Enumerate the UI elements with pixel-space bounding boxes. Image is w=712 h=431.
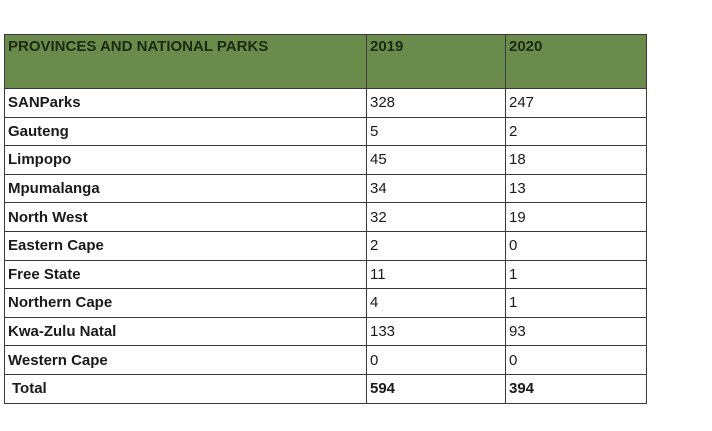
row-label: North West — [4, 202, 367, 232]
value-2020: 1 — [505, 259, 647, 290]
value-2019: 5 — [366, 116, 506, 147]
row-label: Kwa-Zulu Natal — [4, 316, 367, 347]
table-row: Kwa-Zulu Natal 133 93 — [4, 316, 647, 347]
header-2020: 2020 — [505, 34, 647, 89]
total-row: Total 594 394 — [4, 373, 647, 404]
value-2019: 2 — [366, 230, 506, 261]
value-2020: 0 — [505, 345, 647, 375]
rhino-poaching-table: PROVINCES AND NATIONAL PARKS 2019 2020 S… — [4, 34, 647, 404]
value-2019: 11 — [366, 259, 506, 290]
table-row: North West 32 19 — [4, 202, 647, 232]
value-2020: 0 — [505, 230, 647, 261]
row-label: Eastern Cape — [4, 230, 367, 261]
total-2020: 394 — [505, 373, 647, 404]
table-row: Mpumalanga 34 13 — [4, 173, 647, 204]
value-2020: 93 — [505, 316, 647, 347]
header-provinces: PROVINCES AND NATIONAL PARKS — [4, 34, 367, 89]
table-row: Northern Cape 4 1 — [4, 288, 647, 318]
table-row: Limpopo 45 18 — [4, 145, 647, 175]
row-label: Western Cape — [4, 345, 367, 375]
table-row: SANParks 328 247 — [4, 88, 647, 118]
value-2020: 247 — [505, 88, 647, 118]
value-2020: 2 — [505, 116, 647, 147]
total-label: Total — [4, 373, 367, 404]
value-2019: 0 — [366, 345, 506, 375]
table-row: Gauteng 5 2 — [4, 116, 647, 147]
value-2019: 34 — [366, 173, 506, 204]
value-2019: 4 — [366, 288, 506, 318]
header-row: PROVINCES AND NATIONAL PARKS 2019 2020 — [4, 34, 647, 89]
value-2019: 32 — [366, 202, 506, 232]
header-2019: 2019 — [366, 34, 506, 89]
value-2020: 19 — [505, 202, 647, 232]
table-row: Free State 11 1 — [4, 259, 647, 290]
value-2019: 328 — [366, 88, 506, 118]
row-label: Mpumalanga — [4, 173, 367, 204]
row-label: Northern Cape — [4, 288, 367, 318]
row-label: Gauteng — [4, 116, 367, 147]
table-row: Western Cape 0 0 — [4, 345, 647, 375]
value-2020: 1 — [505, 288, 647, 318]
value-2020: 18 — [505, 145, 647, 175]
value-2019: 133 — [366, 316, 506, 347]
value-2019: 45 — [366, 145, 506, 175]
table-row: Eastern Cape 2 0 — [4, 230, 647, 261]
row-label: SANParks — [4, 88, 367, 118]
value-2020: 13 — [505, 173, 647, 204]
row-label: Limpopo — [4, 145, 367, 175]
total-2019: 594 — [366, 373, 506, 404]
row-label: Free State — [4, 259, 367, 290]
